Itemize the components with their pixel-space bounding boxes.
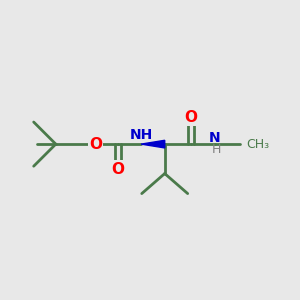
Polygon shape <box>141 140 165 148</box>
Text: CH₃: CH₃ <box>246 138 269 151</box>
Text: H: H <box>212 142 221 156</box>
Text: NH: NH <box>130 128 153 142</box>
Text: N: N <box>209 130 220 145</box>
Text: O: O <box>185 110 198 125</box>
Text: O: O <box>111 162 124 177</box>
Text: O: O <box>89 136 102 152</box>
